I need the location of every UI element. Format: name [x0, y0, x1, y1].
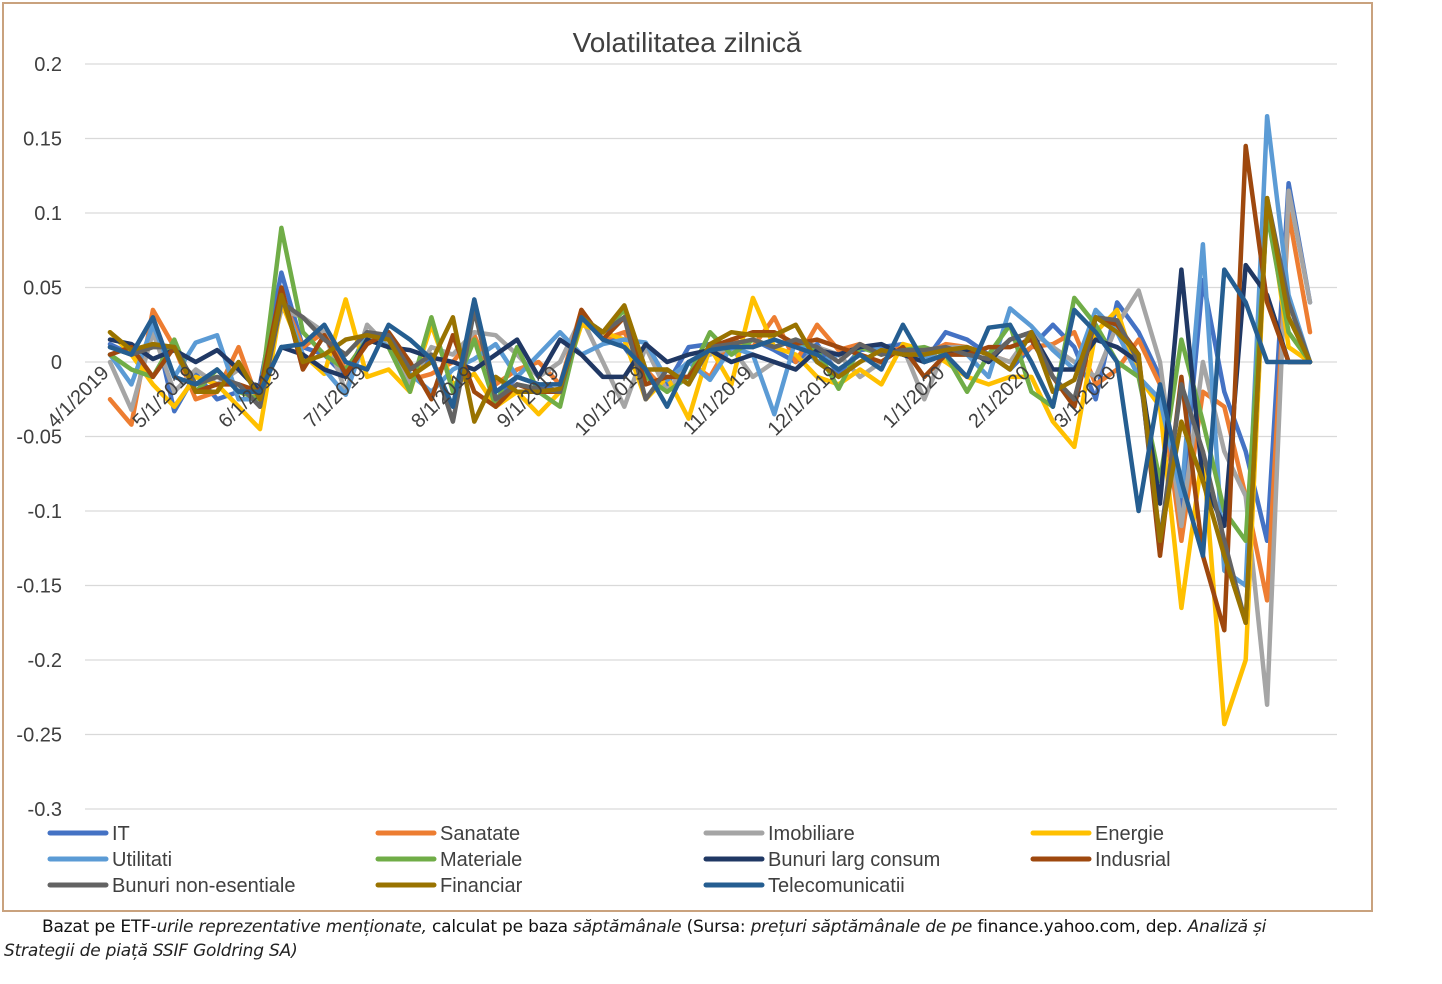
legend-item: Indusrial	[1030, 849, 1171, 871]
y-tick-label: -0.25	[16, 725, 62, 747]
y-tick-label: 0.1	[34, 203, 62, 225]
legend-label: Energie	[1095, 823, 1164, 845]
legend-item: Energie	[1030, 823, 1164, 845]
y-tick-label: -0.1	[28, 501, 62, 523]
legend-item: Telecomunicatii	[703, 875, 905, 897]
caption-line-2: Strategii de piață SSIF Goldring SA)	[4, 941, 298, 961]
caption-segment: (Sursa:	[686, 917, 751, 937]
legend-label: Utilitati	[112, 849, 172, 871]
legend: IT Sanatate Imobiliare Energie Utilitati Mate…	[47, 823, 1171, 897]
caption-segment: Analiză și	[1182, 917, 1267, 937]
y-tick-label: -0.05	[16, 427, 62, 449]
legend-item: IT	[47, 823, 130, 845]
chart-frame	[2, 2, 1373, 912]
legend-label: IT	[112, 823, 130, 845]
legend-label: Sanatate	[440, 823, 520, 845]
y-tick-label: 0.15	[23, 129, 62, 151]
line-chart: Volatilitatea zilnică 0.2 0.15 0.1 0.05 0 -0.…	[16, 27, 1337, 897]
series-lines	[107, 113, 1313, 727]
legend-item: Bunuri non-esentiale	[47, 875, 295, 897]
legend-label: Materiale	[440, 849, 522, 871]
legend-label: Financiar	[440, 875, 523, 897]
x-tick-label: 12/1/2019	[764, 362, 842, 440]
caption-segment: Bazat pe ETF-	[42, 917, 157, 937]
y-tick-label: 0.05	[23, 278, 62, 300]
series-line-telecomunicatii	[107, 267, 1313, 558]
caption-segment: calculat pe baza	[432, 917, 568, 937]
legend-label: Indusrial	[1095, 849, 1171, 871]
y-tick-label: -0.2	[28, 650, 62, 672]
y-tick-label: 0.2	[34, 54, 62, 76]
y-tick-label: 0	[51, 352, 62, 374]
legend-item: Bunuri larg consum	[703, 849, 940, 871]
legend-item: Financiar	[375, 875, 523, 897]
chart-title: Volatilitatea zilnică	[573, 27, 802, 58]
legend-label: Bunuri larg consum	[768, 849, 940, 871]
y-axis-ticks: 0.2 0.15 0.1 0.05 0 -0.05 -0.1 -0.15 -0.2 -0.25 -0…	[16, 54, 62, 821]
x-tick-label: 2/1/2020	[964, 362, 1035, 433]
caption-segment: prețuri săptămânale de pe	[750, 917, 978, 937]
legend-label: Telecomunicatii	[768, 875, 905, 897]
caption-segment: finance.yahoo.com, dep.	[977, 917, 1183, 937]
y-tick-label: -0.15	[16, 576, 62, 598]
figure-caption: Bazat pe ETF-urile reprezentative mențio…	[0, 915, 1430, 963]
series-line-financiar	[107, 195, 1313, 626]
series-line-indusrial	[107, 143, 1313, 633]
y-tick-label: -0.3	[28, 799, 62, 821]
caption-segment: săptămânale	[567, 917, 687, 937]
legend-item: Sanatate	[375, 823, 520, 845]
legend-item: Imobiliare	[703, 823, 855, 845]
legend-label: Bunuri non-esentiale	[112, 875, 295, 897]
legend-label: Imobiliare	[768, 823, 855, 845]
caption-line-1: Bazat pe ETF-urile reprezentative mențio…	[0, 915, 1430, 939]
legend-item: Utilitati	[47, 849, 172, 871]
legend-item: Materiale	[375, 849, 522, 871]
caption-segment: urile reprezentative menționate,	[156, 917, 433, 937]
